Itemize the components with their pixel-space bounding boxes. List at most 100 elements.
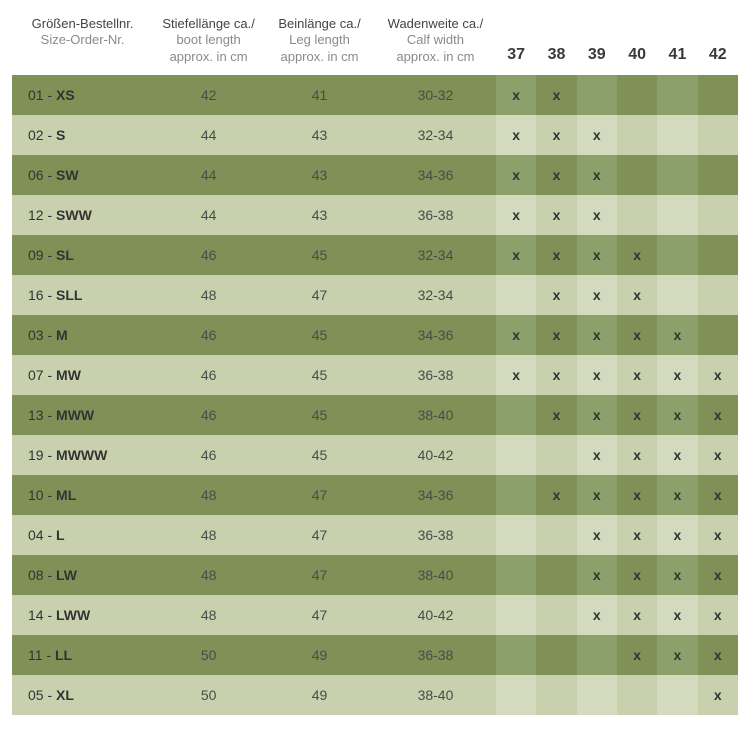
cell-order: 19 - MWWW [12, 435, 153, 475]
cell-order: 11 - LL [12, 635, 153, 675]
cell-size-mark: x [536, 155, 576, 195]
cell-size-mark: x [657, 515, 697, 555]
cell-size-mark [496, 475, 536, 515]
header-order-en: Size-Order-Nr. [16, 32, 149, 48]
cell-leg: 41 [264, 75, 375, 115]
cell-size-mark [698, 115, 738, 155]
cell-size-mark [496, 515, 536, 555]
cell-size-mark [698, 235, 738, 275]
cell-size-mark: x [657, 355, 697, 395]
cell-size-mark [657, 75, 697, 115]
order-code: XL [56, 687, 74, 703]
cell-size-mark: x [577, 395, 617, 435]
cell-size-mark: x [536, 75, 576, 115]
cell-calf: 38-40 [375, 555, 496, 595]
table-row: 07 - MW464536-38xxxxxx [12, 355, 738, 395]
cell-size-mark: x [698, 555, 738, 595]
cell-size-mark: x [657, 315, 697, 355]
cell-size-mark [657, 155, 697, 195]
order-code: ML [56, 487, 76, 503]
cell-leg: 47 [264, 515, 375, 555]
cell-size-mark: x [617, 395, 657, 435]
cell-size-mark: x [657, 595, 697, 635]
cell-order: 08 - LW [12, 555, 153, 595]
cell-boot: 42 [153, 75, 264, 115]
header-size-42: 42 [698, 10, 738, 75]
table-row: 12 - SWW444336-38xxx [12, 195, 738, 235]
cell-order: 06 - SW [12, 155, 153, 195]
order-number: 14 [28, 607, 44, 623]
header-row: Größen-Bestellnr. Size-Order-Nr. Stiefel… [12, 10, 738, 75]
cell-size-mark [536, 595, 576, 635]
cell-size-mark: x [657, 555, 697, 595]
cell-leg: 45 [264, 395, 375, 435]
cell-size-mark: x [536, 235, 576, 275]
order-number: 16 [28, 287, 44, 303]
cell-size-mark: x [698, 435, 738, 475]
header-leg-de: Beinlänge ca./ [268, 16, 371, 32]
cell-size-mark: x [657, 475, 697, 515]
order-code: MWW [56, 407, 94, 423]
cell-order: 02 - S [12, 115, 153, 155]
cell-size-mark: x [536, 195, 576, 235]
order-number: 12 [28, 207, 44, 223]
cell-boot: 44 [153, 115, 264, 155]
cell-leg: 43 [264, 115, 375, 155]
cell-size-mark [657, 275, 697, 315]
cell-leg: 43 [264, 195, 375, 235]
size-chart-table: Größen-Bestellnr. Size-Order-Nr. Stiefel… [12, 10, 738, 715]
order-code: MW [56, 367, 81, 383]
cell-calf: 34-36 [375, 155, 496, 195]
cell-boot: 44 [153, 155, 264, 195]
cell-size-mark [496, 675, 536, 715]
order-number: 11 [28, 647, 43, 663]
cell-size-mark [617, 75, 657, 115]
cell-size-mark: x [657, 635, 697, 675]
cell-leg: 43 [264, 155, 375, 195]
table-row: 19 - MWWW464540-42xxxx [12, 435, 738, 475]
cell-calf: 32-34 [375, 235, 496, 275]
order-code: LW [56, 567, 77, 583]
order-code: LL [55, 647, 72, 663]
table-row: 13 - MWW464538-40xxxxx [12, 395, 738, 435]
cell-size-mark: x [536, 315, 576, 355]
cell-order: 16 - SLL [12, 275, 153, 315]
cell-boot: 46 [153, 395, 264, 435]
cell-order: 09 - SL [12, 235, 153, 275]
order-number: 13 [28, 407, 44, 423]
cell-order: 12 - SWW [12, 195, 153, 235]
cell-order: 05 - XL [12, 675, 153, 715]
order-number: 06 [28, 167, 44, 183]
cell-size-mark: x [577, 355, 617, 395]
table-row: 02 - S444332-34xxx [12, 115, 738, 155]
header-size-41: 41 [657, 10, 697, 75]
cell-boot: 48 [153, 275, 264, 315]
header-size-40: 40 [617, 10, 657, 75]
cell-size-mark [698, 75, 738, 115]
cell-size-mark [536, 555, 576, 595]
cell-calf: 38-40 [375, 675, 496, 715]
cell-size-mark: x [536, 475, 576, 515]
header-boot-de: Stiefellänge ca./ [157, 16, 260, 32]
cell-size-mark [536, 435, 576, 475]
table-body: 01 - XS424130-32xx02 - S444332-34xxx06 -… [12, 75, 738, 715]
header-calf-en2: approx. in cm [379, 49, 492, 65]
cell-size-mark: x [496, 355, 536, 395]
order-number: 07 [28, 367, 44, 383]
header-order: Größen-Bestellnr. Size-Order-Nr. [12, 10, 153, 75]
cell-boot: 48 [153, 595, 264, 635]
cell-order: 07 - MW [12, 355, 153, 395]
order-code: SWW [56, 207, 92, 223]
cell-leg: 49 [264, 675, 375, 715]
table-row: 14 - LWW484740-42xxxx [12, 595, 738, 635]
cell-leg: 45 [264, 435, 375, 475]
cell-leg: 45 [264, 235, 375, 275]
cell-size-mark [617, 675, 657, 715]
cell-size-mark: x [577, 475, 617, 515]
cell-calf: 40-42 [375, 595, 496, 635]
cell-size-mark [496, 595, 536, 635]
cell-size-mark: x [496, 75, 536, 115]
cell-size-mark [496, 555, 536, 595]
cell-size-mark: x [617, 475, 657, 515]
order-number: 08 [28, 567, 44, 583]
